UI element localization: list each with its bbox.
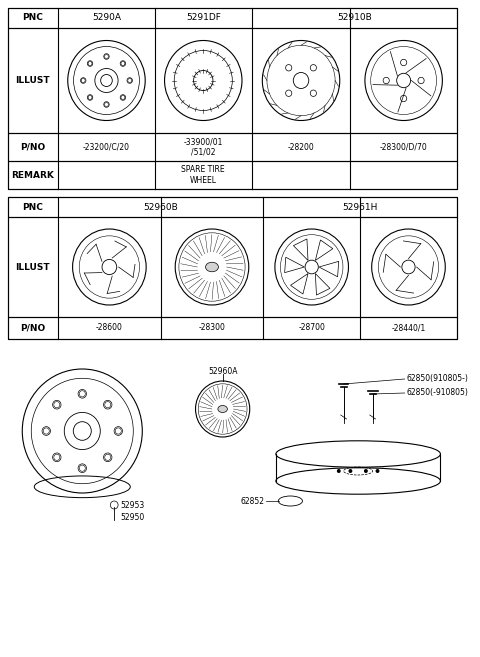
Circle shape [79,465,85,471]
Bar [8,197,457,217]
Circle shape [88,62,92,66]
Circle shape [337,469,341,473]
Text: ILLUST: ILLUST [15,263,50,271]
Ellipse shape [218,405,228,413]
Text: 52953: 52953 [120,501,144,509]
Bar [8,28,457,133]
Text: -28300/D/70: -28300/D/70 [380,143,428,152]
Text: -28200: -28200 [288,143,314,152]
Text: -28600: -28600 [96,323,123,332]
Circle shape [121,62,125,66]
Text: 5291DF: 5291DF [186,14,221,22]
Text: 62850(910805-): 62850(910805-) [407,374,468,384]
Circle shape [128,78,132,83]
Text: PNC: PNC [23,14,43,22]
Text: SPARE TIRE
WHEEL: SPARE TIRE WHEEL [181,166,225,185]
Text: P/NO: P/NO [20,323,46,332]
Bar [8,317,457,339]
Text: PNC: PNC [23,202,43,212]
Circle shape [54,454,60,461]
Circle shape [54,401,60,408]
Text: 62850(-910805): 62850(-910805) [407,388,468,397]
Circle shape [43,428,49,434]
Circle shape [105,401,111,408]
Text: 62852: 62852 [240,497,264,505]
Text: 5290A: 5290A [92,14,121,22]
Circle shape [79,391,85,397]
Text: REMARK: REMARK [12,171,54,179]
Circle shape [348,469,352,473]
Text: -23200/C/20: -23200/C/20 [83,143,130,152]
Circle shape [105,454,111,461]
Text: 52961H: 52961H [342,202,378,212]
Text: -28300: -28300 [199,323,226,332]
Bar [8,161,457,189]
Text: ILLUST: ILLUST [15,76,50,85]
Circle shape [105,102,108,106]
Bar [8,197,457,339]
Ellipse shape [205,262,218,272]
Circle shape [375,469,380,473]
Text: -28700: -28700 [298,323,325,332]
Text: P/NO: P/NO [20,143,46,152]
Text: 52950: 52950 [120,512,144,522]
Text: -33900/01
/51/02: -33900/01 /51/02 [183,137,223,157]
Circle shape [105,55,108,58]
Text: 52910B: 52910B [337,14,372,22]
Bar [8,8,457,28]
Text: 52960A: 52960A [208,367,238,376]
Text: 52960B: 52960B [144,202,178,212]
Circle shape [115,428,121,434]
Circle shape [364,469,368,473]
Circle shape [121,95,125,99]
Text: -28440/1: -28440/1 [391,323,426,332]
Bar [8,133,457,161]
Circle shape [81,78,85,83]
Circle shape [88,95,92,99]
Bar [8,217,457,317]
Bar [8,8,457,189]
